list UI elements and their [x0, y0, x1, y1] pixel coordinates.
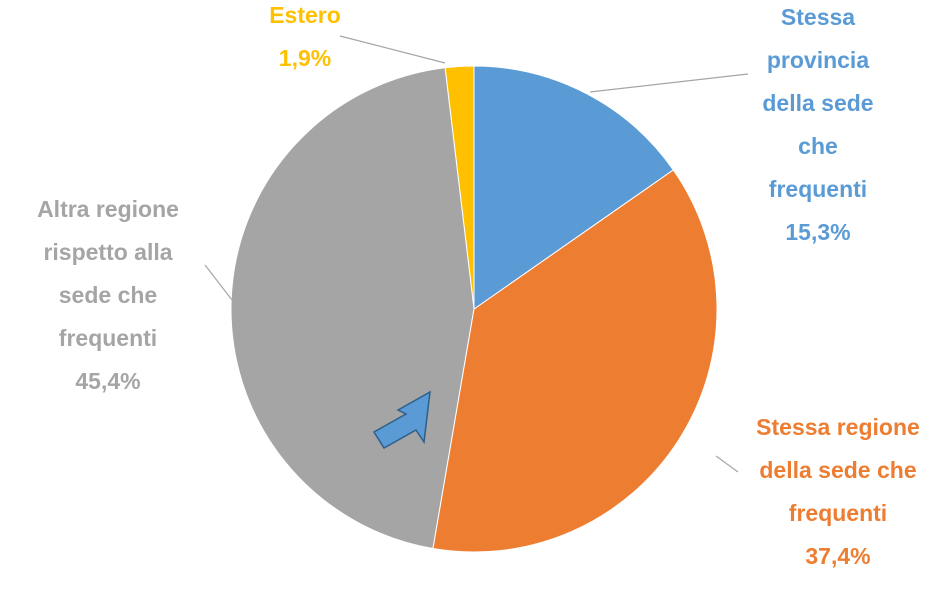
slice-label: Altra regione rispetto alla sede che fre…: [18, 188, 198, 403]
category-label: Stessa regione della sede che frequenti: [756, 414, 920, 526]
leader-lines: [204, 35, 749, 473]
slice-label: Stessa regione della sede che frequenti 3…: [738, 406, 938, 578]
value-label: 15,3%: [785, 219, 851, 245]
leader-line: [204, 264, 233, 301]
slice-label: Stessa provincia della sede che frequent…: [752, 0, 884, 254]
leader-line: [715, 455, 739, 473]
category-label: Stessa provincia della sede che frequent…: [762, 4, 874, 202]
leader-line: [589, 73, 749, 93]
category-label: Altra regione rispetto alla sede che fre…: [37, 196, 179, 351]
pie-slice: [432, 169, 718, 553]
value-label: 45,4%: [75, 368, 141, 394]
slice-label: Estero 1,9%: [250, 0, 360, 80]
leader-line: [339, 35, 446, 64]
arrow-icon: [372, 390, 431, 450]
value-label: 37,4%: [805, 543, 871, 569]
pie-slice: [230, 67, 475, 550]
value-label: 1,9%: [278, 45, 332, 71]
pie-slice: [473, 65, 674, 310]
category-label: Estero: [269, 2, 341, 28]
